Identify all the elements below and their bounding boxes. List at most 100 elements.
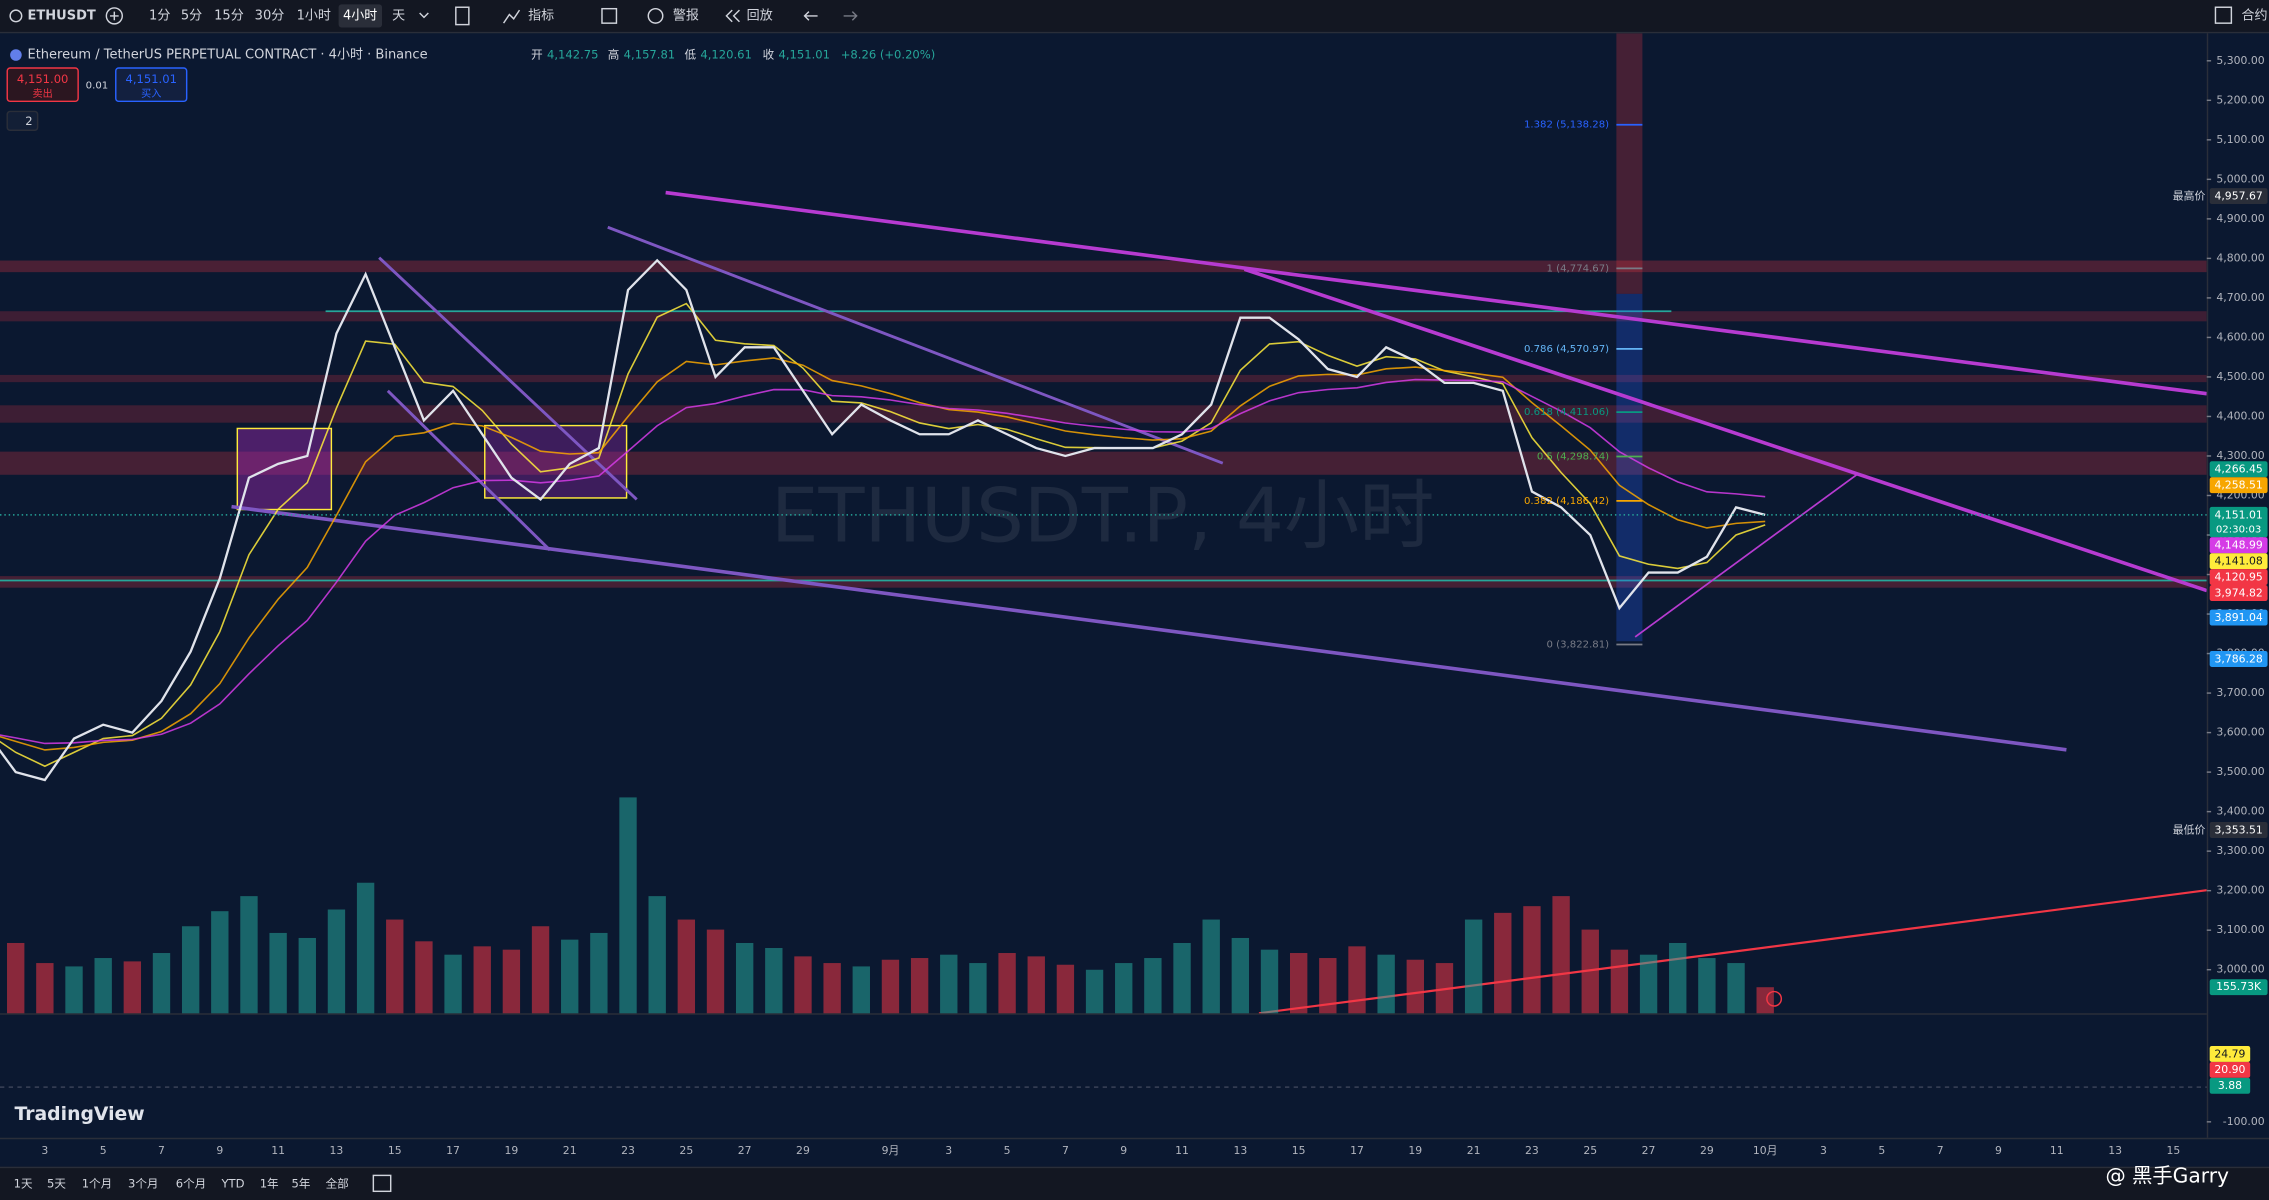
y-tick-label: 5,300.00 (2216, 54, 2264, 67)
x-tick-label: 29 (796, 1144, 810, 1157)
fib-label: 0.618 (4,411.06) (1524, 407, 1609, 418)
volume-bar (1289, 953, 1308, 1014)
replay-icon (725, 9, 740, 23)
volume-bar (444, 954, 462, 1014)
x-tick-label: 7 (158, 1144, 165, 1157)
x-tick-label: 9 (1120, 1144, 1127, 1157)
range-button[interactable]: 5年 (292, 1177, 311, 1191)
plot-area (0, 258, 2207, 1014)
x-tick-label: 11 (1175, 1144, 1189, 1157)
range-button[interactable]: 全部 (326, 1177, 349, 1191)
indicator-toggle[interactable] (6, 110, 39, 132)
interval-button[interactable]: 1小时 (297, 8, 331, 23)
x-tick-label: 3 (41, 1144, 48, 1157)
chart-type-button[interactable] (455, 6, 470, 26)
x-tick-label: 23 (621, 1144, 635, 1157)
y-tick-label: 5,000.00 (2216, 172, 2264, 185)
y-tick-label: 3,400.00 (2216, 805, 2264, 818)
interval-dropdown[interactable] (419, 12, 429, 19)
range-box (1616, 293, 1643, 642)
volume-bar (590, 932, 608, 1014)
y-tick-label: 3,100.00 (2216, 923, 2264, 936)
alert-icon (647, 7, 664, 24)
volume-bar (1435, 963, 1454, 1014)
author-watermark: @ 黑手Garry (2105, 1163, 2229, 1187)
pattern-box (236, 427, 333, 511)
volume-bar (881, 959, 900, 1014)
sell-button[interactable] (6, 67, 79, 103)
interval-button[interactable]: 1分 (149, 8, 170, 23)
indicators-icon (502, 9, 521, 24)
interval-button[interactable]: 天 (392, 8, 405, 23)
price-tag (2209, 477, 2268, 494)
volume-bar (1202, 919, 1220, 1014)
volume-bar (1669, 942, 1687, 1014)
compare-button[interactable] (105, 7, 124, 25)
x-tick-label: 9月 (882, 1144, 900, 1157)
x-tick-label: 5 (1878, 1144, 1885, 1157)
symbol[interactable]: ETHUSDT (27, 8, 95, 23)
alert-button[interactable]: 警报 (673, 7, 699, 23)
range-button[interactable]: 1年 (260, 1177, 279, 1191)
volume-bar (240, 896, 258, 1014)
x-tick-label: 27 (1642, 1144, 1656, 1157)
volume-bar (1348, 946, 1366, 1014)
buy-button[interactable] (115, 67, 188, 103)
resistance-zone (0, 311, 2207, 322)
range-button[interactable]: YTD (220, 1177, 244, 1191)
price-tag-label: 3,786.28 (2214, 652, 2262, 665)
y-tick-label: 4,600.00 (2216, 330, 2264, 343)
volume-bar (1056, 964, 1075, 1014)
range-button[interactable]: 1个月 (82, 1177, 112, 1191)
volume-bar (1698, 958, 1716, 1014)
volume-bar (152, 953, 171, 1014)
interval-button[interactable]: 4小时 (343, 8, 377, 23)
brand-logo: TradingView (14, 1104, 144, 1125)
search-icon[interactable] (9, 9, 23, 23)
price-line (0, 258, 1766, 782)
price-tag-label: 4,258.51 (2214, 479, 2262, 492)
date-range-button[interactable] (372, 1174, 392, 1193)
x-tick-label: 15 (388, 1144, 402, 1157)
x-tick-label: 3 (1820, 1144, 1827, 1157)
contract-button[interactable]: 合约 (2242, 8, 2268, 23)
x-tick-label: 13 (2108, 1144, 2122, 1157)
volume-tag (2209, 979, 2268, 996)
price-tag (2209, 461, 2268, 478)
interval-button[interactable]: 15分 (214, 8, 244, 23)
volume-bar (473, 946, 491, 1014)
volume-bar (502, 949, 521, 1014)
x-tick-label: 19 (1408, 1144, 1422, 1157)
volume-bar (648, 896, 666, 1014)
price-tag-countdown: 02:30:03 (2216, 524, 2261, 535)
volume-bar (677, 919, 696, 1014)
price-tag-label: 4,266.45 (2214, 463, 2262, 476)
volume-bar (123, 961, 142, 1014)
range-button[interactable]: 5天 (47, 1177, 66, 1191)
range-button[interactable]: 6个月 (176, 1177, 206, 1191)
close-label: 收 (763, 48, 775, 62)
volume-bar (1115, 963, 1133, 1014)
fib-label: 0 (3,822.81) (1546, 640, 1609, 651)
volume-bar (765, 948, 783, 1014)
range-button[interactable]: 1天 (14, 1177, 33, 1191)
price-tag (2209, 537, 2268, 554)
interval-button[interactable]: 5分 (181, 8, 202, 23)
undo-button[interactable] (803, 11, 818, 21)
volume-bar (65, 966, 83, 1014)
volume-bar (327, 909, 346, 1014)
layout-button[interactable] (601, 7, 618, 24)
volume-bar (852, 966, 870, 1014)
redo-button[interactable] (843, 11, 858, 21)
x-tick-label: 23 (1525, 1144, 1539, 1157)
y-tick-label: 3,500.00 (2216, 765, 2264, 778)
y-tick-label: 4,300.00 (2216, 449, 2264, 462)
volume-bar (561, 939, 579, 1014)
replay-button[interactable]: 回放 (747, 8, 773, 23)
interval-button[interactable]: 30分 (255, 8, 285, 23)
indicators-button[interactable]: 指标 (528, 8, 554, 23)
trend-line (665, 190, 2207, 396)
active-interval-bg (338, 4, 383, 28)
range-button[interactable]: 3个月 (128, 1177, 158, 1191)
